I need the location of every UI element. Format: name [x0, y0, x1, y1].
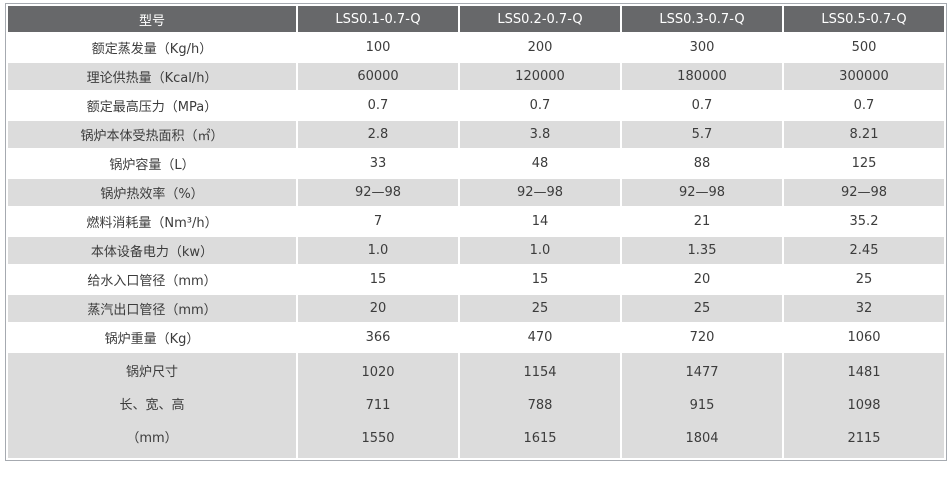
value-cell: 0.7 — [622, 92, 782, 119]
table-row: 额定蒸发量（Kg/h） 100 200 300 500 — [8, 34, 944, 61]
dimension-value: 915 — [689, 398, 715, 413]
value-cell: 180000 — [622, 63, 782, 90]
value-cell: 100 — [298, 34, 458, 61]
dimension-value: 1020 — [361, 365, 395, 380]
value-cell: 0.7 — [298, 92, 458, 119]
value-cell: 1.0 — [298, 237, 458, 264]
column-header-model: 型号 — [8, 6, 296, 32]
value-cell: 21 — [622, 208, 782, 235]
value-cell: 0.7 — [784, 92, 944, 119]
dimensions-value-cell: 1481 1098 2115 — [784, 353, 944, 458]
row-label: 燃料消耗量（Nm³/h） — [8, 208, 296, 235]
value-cell: 300000 — [784, 63, 944, 90]
dimensions-value-cell: 1020 711 1550 — [298, 353, 458, 458]
row-label: 理论供热量（Kcal/h） — [8, 63, 296, 90]
row-label: 给水入口管径（mm） — [8, 266, 296, 293]
value-cell: 15 — [460, 266, 620, 293]
table-row: 锅炉本体受热面积（㎡） 2.8 3.8 5.7 8.21 — [8, 121, 944, 148]
value-cell: 3.8 — [460, 121, 620, 148]
value-cell: 125 — [784, 150, 944, 177]
row-label-dimensions: 锅炉尺寸 长、宽、高 （mm） — [8, 353, 296, 458]
row-label: 额定蒸发量（Kg/h） — [8, 34, 296, 61]
table-row: 额定最高压力（MPa） 0.7 0.7 0.7 0.7 — [8, 92, 944, 119]
value-cell: 470 — [460, 324, 620, 351]
column-header: LSS0.3-0.7-Q — [622, 6, 782, 32]
value-cell: 92—98 — [784, 179, 944, 206]
value-cell: 7 — [298, 208, 458, 235]
row-label: 锅炉本体受热面积（㎡） — [8, 121, 296, 148]
dimension-value: 1804 — [685, 431, 719, 446]
column-header: LSS0.2-0.7-Q — [460, 6, 620, 32]
dimension-value: 711 — [365, 398, 391, 413]
value-cell: 92—98 — [298, 179, 458, 206]
dimension-value: 1477 — [685, 365, 719, 380]
value-cell: 20 — [622, 266, 782, 293]
dimension-value: 1098 — [847, 398, 881, 413]
value-cell: 366 — [298, 324, 458, 351]
table-row: 理论供热量（Kcal/h） 60000 120000 180000 300000 — [8, 63, 944, 90]
value-cell: 60000 — [298, 63, 458, 90]
dimension-value: 1615 — [523, 431, 557, 446]
column-header: LSS0.1-0.7-Q — [298, 6, 458, 32]
value-cell: 8.21 — [784, 121, 944, 148]
value-cell: 88 — [622, 150, 782, 177]
value-cell: 35.2 — [784, 208, 944, 235]
table-row: 锅炉重量（Kg） 366 470 720 1060 — [8, 324, 944, 351]
dimensions-label-line: 长、宽、高 — [119, 398, 185, 413]
dimensions-label-line: （mm） — [126, 431, 178, 446]
table-row: 本体设备电力（kw） 1.0 1.0 1.35 2.45 — [8, 237, 944, 264]
dimension-value: 2115 — [847, 431, 881, 446]
value-cell: 720 — [622, 324, 782, 351]
value-cell: 2.45 — [784, 237, 944, 264]
dimension-value: 1154 — [523, 365, 557, 380]
value-cell: 300 — [622, 34, 782, 61]
table-row: 锅炉容量（L） 33 48 88 125 — [8, 150, 944, 177]
dimension-value: 788 — [527, 398, 553, 413]
row-label: 锅炉容量（L） — [8, 150, 296, 177]
value-cell: 1060 — [784, 324, 944, 351]
value-cell: 14 — [460, 208, 620, 235]
row-label: 本体设备电力（kw） — [8, 237, 296, 264]
dimension-value: 1550 — [361, 431, 395, 446]
dimensions-value-cell: 1477 915 1804 — [622, 353, 782, 458]
row-label: 锅炉热效率（%） — [8, 179, 296, 206]
row-label: 额定最高压力（MPa） — [8, 92, 296, 119]
value-cell: 25 — [622, 295, 782, 322]
value-cell: 120000 — [460, 63, 620, 90]
value-cell: 500 — [784, 34, 944, 61]
column-header: LSS0.5-0.7-Q — [784, 6, 944, 32]
value-cell: 1.0 — [460, 237, 620, 264]
value-cell: 92—98 — [622, 179, 782, 206]
boiler-spec-table: 型号 LSS0.1-0.7-Q LSS0.2-0.7-Q LSS0.3-0.7-… — [5, 3, 947, 461]
dimensions-value-cell: 1154 788 1615 — [460, 353, 620, 458]
value-cell: 25 — [460, 295, 620, 322]
dimensions-label-line: 锅炉尺寸 — [125, 365, 178, 380]
value-cell: 1.35 — [622, 237, 782, 264]
table-row: 锅炉热效率（%） 92—98 92—98 92—98 92—98 — [8, 179, 944, 206]
row-label: 锅炉重量（Kg） — [8, 324, 296, 351]
value-cell: 15 — [298, 266, 458, 293]
value-cell: 33 — [298, 150, 458, 177]
table-row: 蒸汽出口管径（mm） 20 25 25 32 — [8, 295, 944, 322]
value-cell: 200 — [460, 34, 620, 61]
table-row: 燃料消耗量（Nm³/h） 7 14 21 35.2 — [8, 208, 944, 235]
table-row: 给水入口管径（mm） 15 15 20 25 — [8, 266, 944, 293]
value-cell: 32 — [784, 295, 944, 322]
value-cell: 20 — [298, 295, 458, 322]
value-cell: 5.7 — [622, 121, 782, 148]
value-cell: 25 — [784, 266, 944, 293]
value-cell: 92—98 — [460, 179, 620, 206]
value-cell: 48 — [460, 150, 620, 177]
boiler-dimensions-row: 锅炉尺寸 长、宽、高 （mm） 1020 711 1550 1154 788 1… — [8, 353, 944, 458]
value-cell: 2.8 — [298, 121, 458, 148]
table-header-row: 型号 LSS0.1-0.7-Q LSS0.2-0.7-Q LSS0.3-0.7-… — [8, 6, 944, 32]
row-label: 蒸汽出口管径（mm） — [8, 295, 296, 322]
dimension-value: 1481 — [847, 365, 881, 380]
value-cell: 0.7 — [460, 92, 620, 119]
